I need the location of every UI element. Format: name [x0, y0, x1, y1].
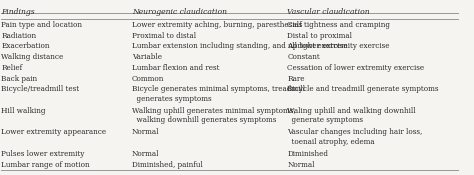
Text: Constant: Constant — [287, 53, 320, 61]
Text: Common: Common — [132, 75, 164, 83]
Text: Normal: Normal — [132, 150, 159, 158]
Text: Vascular changes including hair loss,
  toenail atrophy, edema: Vascular changes including hair loss, to… — [287, 128, 422, 146]
Text: Diminished: Diminished — [287, 150, 328, 158]
Text: Walking distance: Walking distance — [1, 53, 64, 61]
Text: Back pain: Back pain — [1, 75, 37, 83]
Text: Lumbar extension including standing, and upright exercise: Lumbar extension including standing, and… — [132, 42, 347, 50]
Text: Variable: Variable — [132, 53, 162, 61]
Text: Normal: Normal — [132, 128, 159, 136]
Text: All lower extremity exercise: All lower extremity exercise — [287, 42, 390, 50]
Text: Bicycle generates minimal symptoms, treadmill
  generates symptoms: Bicycle generates minimal symptoms, trea… — [132, 85, 305, 103]
Text: Lower extremity appearance: Lower extremity appearance — [1, 128, 107, 136]
Text: Walking uphill generates minimal symptoms,
  walking downhill generates symptoms: Walking uphill generates minimal symptom… — [132, 107, 295, 124]
Text: Rare: Rare — [287, 75, 305, 83]
Text: Proximal to distal: Proximal to distal — [132, 32, 196, 40]
Text: Pulses lower extremity: Pulses lower extremity — [1, 150, 85, 158]
Text: Distal to proximal: Distal to proximal — [287, 32, 352, 40]
Text: Cessation of lower extremity exercise: Cessation of lower extremity exercise — [287, 64, 424, 72]
Text: Vascular claudication: Vascular claudication — [287, 8, 370, 16]
Text: Normal: Normal — [287, 161, 315, 169]
Text: Lumbar range of motion: Lumbar range of motion — [1, 161, 90, 169]
Text: Exacerbation: Exacerbation — [1, 42, 50, 50]
Text: Neurogenic claudication: Neurogenic claudication — [132, 8, 227, 16]
Text: Lower extremity aching, burning, paresthesias: Lower extremity aching, burning, paresth… — [132, 21, 302, 29]
Text: Bicycle/treadmill test: Bicycle/treadmill test — [1, 85, 80, 93]
Text: Bicycle and treadmill generate symptoms: Bicycle and treadmill generate symptoms — [287, 85, 439, 93]
Text: Diminished, painful: Diminished, painful — [132, 161, 203, 169]
Text: Findings: Findings — [1, 8, 35, 16]
Text: Hill walking: Hill walking — [1, 107, 46, 115]
Text: Waling uphill and walking downhill
  generate symptoms: Waling uphill and walking downhill gener… — [287, 107, 416, 124]
Text: Radiation: Radiation — [1, 32, 36, 40]
Text: Calf tightness and cramping: Calf tightness and cramping — [287, 21, 390, 29]
Text: Pain type and location: Pain type and location — [1, 21, 82, 29]
Text: Relief: Relief — [1, 64, 23, 72]
Text: Lumbar flexion and rest: Lumbar flexion and rest — [132, 64, 219, 72]
